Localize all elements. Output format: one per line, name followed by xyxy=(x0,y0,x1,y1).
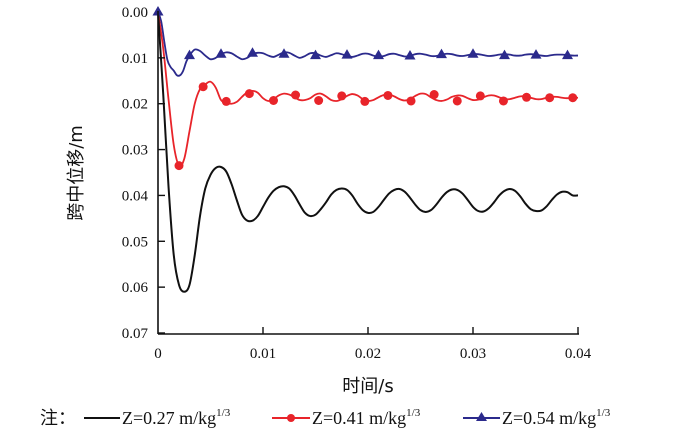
x-tick-label: 0 xyxy=(154,346,162,362)
y-ticks: 0.00 0.01 0.02 0.03 0.04 0.05 0.06 0.07 xyxy=(122,5,165,342)
legend-marker-triangle-icon xyxy=(476,412,487,421)
series-point-circle xyxy=(568,93,578,103)
x-ticks: 0 0.01 0.02 0.03 0.04 xyxy=(154,327,592,362)
series-point-triangle xyxy=(278,48,290,58)
legend-label-z027: Z=0.27 m/kg1/3 xyxy=(122,407,231,428)
legend-marker-circle-icon xyxy=(287,414,295,422)
y-tick-label: 0.07 xyxy=(122,326,149,342)
series-point-circle xyxy=(452,96,462,106)
x-tick-label: 0.01 xyxy=(250,346,276,362)
series-point-triangle xyxy=(530,49,542,59)
series-point-circle xyxy=(545,93,555,103)
series-point-triangle xyxy=(247,47,258,57)
series-point-triangle xyxy=(436,48,447,59)
y-tick-label: 0.04 xyxy=(122,188,149,204)
legend-label-z041: Z=0.41 m/kg1/3 xyxy=(312,407,421,428)
x-tick-label: 0.02 xyxy=(355,346,381,362)
series-point-circle xyxy=(314,96,324,106)
legend-note: 注： xyxy=(40,408,76,429)
series-point-circle xyxy=(337,91,347,101)
series-point-circle xyxy=(498,96,508,106)
x-axis-title: 时间/s xyxy=(342,376,393,397)
series-point-circle xyxy=(291,90,301,100)
series-point-circle xyxy=(429,90,439,100)
y-tick-label: 0.02 xyxy=(122,97,148,113)
legend-label-z054: Z=0.54 m/kg1/3 xyxy=(502,407,611,428)
series-line-0 xyxy=(157,11,579,293)
series-point-triangle xyxy=(499,49,510,60)
series-point-triangle xyxy=(152,6,164,16)
series-point-triangle xyxy=(184,49,195,60)
series-point-circle xyxy=(383,90,393,100)
series-point-triangle xyxy=(310,49,321,60)
series-point-triangle xyxy=(341,49,353,59)
x-tick-label: 0.03 xyxy=(460,346,486,362)
series-point-circle xyxy=(475,91,485,101)
y-tick-label: 0.01 xyxy=(122,51,148,67)
y-tick-label: 0.03 xyxy=(122,143,148,159)
series-line-1 xyxy=(157,11,579,168)
series-point-circle xyxy=(198,82,208,92)
y-tick-label: 0.06 xyxy=(122,280,149,296)
series-point-triangle xyxy=(562,49,573,60)
series-point-circle xyxy=(522,92,532,102)
legend: 注： Z=0.27 m/kg1/3 Z=0.41 m/kg1/3 Z=0.54 … xyxy=(40,407,611,429)
y-axis-title: 跨中位移/m xyxy=(66,125,87,221)
series-point-circle xyxy=(360,96,370,106)
series-point-triangle xyxy=(373,49,384,60)
axes xyxy=(157,11,579,335)
series-point-circle xyxy=(244,89,254,99)
series-point-triangle xyxy=(404,50,416,60)
plot-markers xyxy=(152,6,578,171)
series-point-circle xyxy=(406,96,416,106)
series-point-triangle xyxy=(467,48,479,58)
y-tick-label: 0.00 xyxy=(122,5,148,21)
series-point-circle xyxy=(174,161,184,171)
series-point-circle xyxy=(221,96,231,106)
series-point-triangle xyxy=(215,48,227,58)
y-tick-label: 0.05 xyxy=(122,234,148,250)
series-line-2 xyxy=(157,11,579,77)
x-tick-label: 0.04 xyxy=(565,346,592,362)
series-point-circle xyxy=(269,96,278,106)
